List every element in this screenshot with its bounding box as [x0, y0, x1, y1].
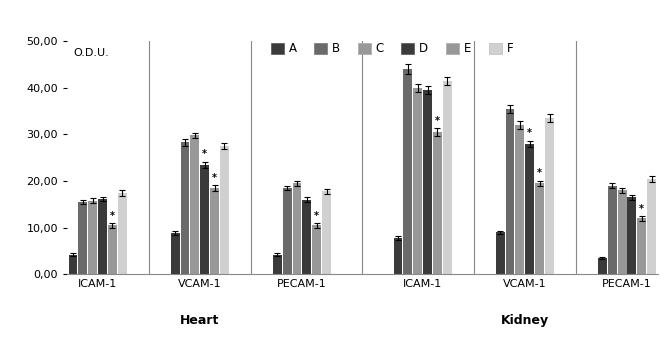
- Bar: [282, 188, 292, 274]
- Text: *: *: [527, 128, 532, 138]
- Bar: [433, 132, 442, 274]
- Bar: [312, 225, 321, 274]
- Bar: [535, 184, 544, 274]
- Bar: [191, 135, 199, 274]
- Bar: [627, 198, 636, 274]
- Text: *: *: [202, 149, 207, 159]
- Bar: [89, 201, 97, 274]
- Bar: [525, 144, 534, 274]
- Bar: [545, 118, 554, 274]
- Text: *: *: [537, 168, 542, 178]
- Text: *: *: [639, 204, 644, 214]
- Bar: [515, 125, 524, 274]
- Text: Kidney: Kidney: [501, 314, 549, 327]
- Text: *: *: [314, 211, 319, 221]
- Bar: [322, 191, 331, 274]
- Bar: [608, 186, 617, 274]
- Bar: [293, 184, 301, 274]
- Bar: [617, 190, 627, 274]
- Bar: [180, 142, 189, 274]
- Bar: [303, 200, 311, 274]
- Bar: [118, 193, 127, 274]
- Bar: [648, 179, 656, 274]
- Bar: [598, 258, 607, 274]
- Bar: [273, 255, 282, 274]
- Legend: A, B, C, D, E, F: A, B, C, D, E, F: [270, 43, 513, 56]
- Bar: [68, 255, 77, 274]
- Text: O.D.U.: O.D.U.: [73, 48, 109, 58]
- Bar: [79, 202, 87, 274]
- Bar: [403, 69, 413, 274]
- Text: *: *: [435, 116, 440, 126]
- Text: Heart: Heart: [180, 314, 219, 327]
- Bar: [637, 218, 646, 274]
- Bar: [496, 233, 505, 274]
- Bar: [210, 188, 219, 274]
- Bar: [394, 238, 403, 274]
- Bar: [170, 233, 180, 274]
- Bar: [413, 88, 422, 274]
- Bar: [443, 81, 452, 274]
- Bar: [423, 90, 432, 274]
- Bar: [201, 165, 209, 274]
- Bar: [506, 109, 515, 274]
- Text: *: *: [212, 173, 217, 182]
- Bar: [220, 146, 229, 274]
- Text: *: *: [110, 211, 115, 221]
- Bar: [108, 225, 117, 274]
- Bar: [98, 199, 107, 274]
